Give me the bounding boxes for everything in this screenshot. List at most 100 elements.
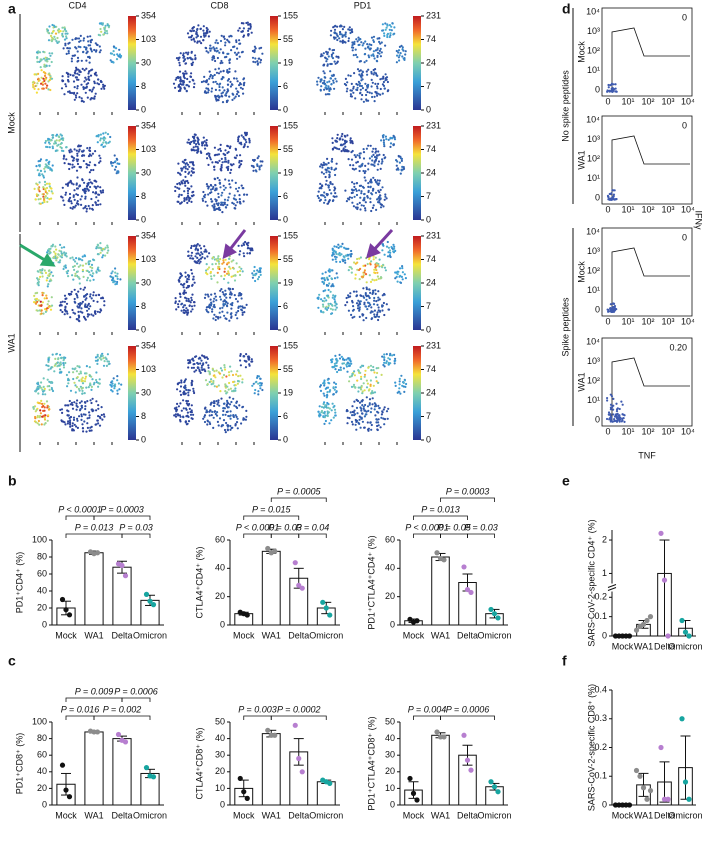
tsne-dot bbox=[373, 69, 375, 71]
tsne-dot bbox=[393, 246, 395, 248]
tsne-dot bbox=[72, 160, 74, 162]
data-point bbox=[414, 618, 419, 623]
tsne-dot bbox=[220, 71, 222, 73]
tsne-dot bbox=[231, 276, 233, 278]
tsne-dot bbox=[224, 271, 226, 273]
tsne-dot bbox=[97, 386, 99, 388]
tsne-dot bbox=[369, 92, 371, 94]
tsne-dot bbox=[231, 84, 233, 86]
tsne-dot bbox=[211, 200, 213, 202]
tsne-dot bbox=[218, 196, 220, 198]
tsne-dot bbox=[46, 406, 48, 408]
tsne-dot bbox=[211, 90, 213, 92]
tsne-dot bbox=[183, 197, 185, 199]
tsne-dot bbox=[325, 85, 327, 87]
tsne-dot bbox=[363, 157, 365, 159]
tsne-dot bbox=[360, 427, 362, 429]
tsne-dot bbox=[61, 87, 63, 89]
tsne-dot bbox=[223, 364, 225, 366]
tsne-dot bbox=[38, 299, 40, 301]
tsne-dot bbox=[389, 353, 391, 355]
tsne-dot bbox=[101, 81, 103, 83]
tsne-dot bbox=[51, 387, 53, 389]
tsne-dot bbox=[196, 29, 198, 31]
tsne-dot bbox=[374, 310, 376, 312]
tsne-dot bbox=[47, 162, 49, 164]
tsne-dot bbox=[221, 307, 223, 309]
tsne-dot bbox=[37, 194, 39, 196]
tsne-dot bbox=[46, 57, 48, 59]
tsne-dot bbox=[179, 80, 181, 82]
tsne-dot bbox=[384, 45, 386, 47]
tsne-dot bbox=[341, 135, 343, 137]
tsne-dot bbox=[71, 58, 73, 60]
x-tick-label: 10² bbox=[641, 426, 654, 436]
tsne-dot bbox=[191, 417, 193, 419]
tsne-dot bbox=[255, 381, 257, 383]
tsne-dot bbox=[358, 74, 360, 76]
tsne-dot bbox=[44, 393, 46, 395]
tsne-dot bbox=[352, 49, 354, 51]
tsne-dot bbox=[353, 316, 355, 318]
tsne-dot bbox=[330, 308, 332, 310]
tsne-dot bbox=[239, 201, 241, 203]
event-dot bbox=[617, 417, 619, 419]
tsne-dot bbox=[111, 383, 113, 385]
tsne-dot bbox=[327, 412, 329, 414]
color-bar-label: 0 bbox=[283, 324, 288, 334]
tsne-dot bbox=[352, 423, 354, 425]
tsne-dot bbox=[334, 365, 336, 367]
tsne-dot bbox=[351, 83, 353, 85]
tsne-dot bbox=[320, 311, 322, 313]
tsne-dot bbox=[346, 301, 348, 303]
tsne-dot bbox=[224, 429, 226, 431]
tsne-dot bbox=[49, 75, 51, 77]
y-tick-label: 40 bbox=[385, 563, 395, 573]
tsne-dot bbox=[379, 94, 381, 96]
tsne-dot bbox=[89, 366, 91, 368]
tsne-dot bbox=[249, 252, 251, 254]
tsne-dot bbox=[245, 416, 247, 418]
tsne-dot bbox=[89, 62, 91, 64]
tsne-dot bbox=[364, 269, 366, 271]
tsne-dot bbox=[116, 275, 118, 277]
tsne-dot bbox=[38, 164, 40, 166]
tsne-dot bbox=[230, 312, 232, 314]
tsne-dot bbox=[322, 70, 324, 72]
tsne-dot bbox=[195, 143, 197, 145]
tsne-dot bbox=[371, 279, 373, 281]
tsne-dot bbox=[80, 84, 82, 86]
tsne-dot bbox=[228, 71, 230, 73]
tsne-dot bbox=[370, 71, 372, 73]
tsne-dot bbox=[334, 29, 336, 31]
tsne-dot bbox=[365, 60, 367, 62]
tsne-dot bbox=[341, 363, 343, 365]
tsne-dot bbox=[54, 253, 56, 255]
tsne-dot bbox=[201, 144, 203, 146]
tsne-dot bbox=[364, 376, 366, 378]
tsne-dot bbox=[257, 375, 259, 377]
tsne-dot bbox=[251, 249, 253, 251]
tsne-dot bbox=[59, 362, 61, 364]
tsne-dot bbox=[323, 423, 325, 425]
tsne-dot bbox=[178, 405, 180, 407]
tsne-dot bbox=[352, 301, 354, 303]
tsne-dot bbox=[74, 260, 76, 262]
tsne-dot bbox=[227, 282, 229, 284]
tsne-dot bbox=[42, 313, 44, 315]
data-point bbox=[63, 607, 68, 612]
tsne-dot bbox=[370, 407, 372, 409]
tsne-dot bbox=[208, 367, 210, 369]
tsne-dot bbox=[333, 82, 335, 84]
tsne-dot bbox=[224, 290, 226, 292]
tsne-dot bbox=[68, 52, 70, 54]
tsne-dot bbox=[363, 151, 365, 153]
y-tick-label: 40 bbox=[37, 585, 47, 595]
tsne-dot bbox=[398, 56, 400, 58]
tsne-dot bbox=[51, 190, 53, 192]
tsne-dot bbox=[71, 39, 73, 41]
tsne-dot bbox=[59, 354, 61, 356]
tsne-dot bbox=[226, 305, 228, 307]
tsne-dot bbox=[92, 169, 94, 171]
tsne-dot bbox=[41, 59, 43, 61]
